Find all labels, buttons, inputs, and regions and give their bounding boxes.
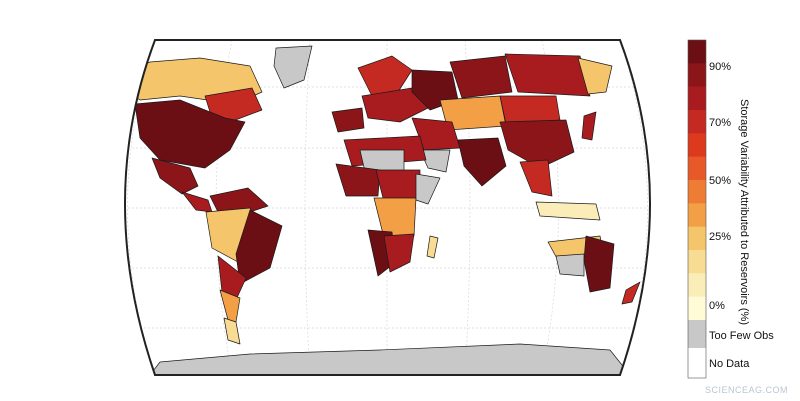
region-south-america-north: [209, 187, 269, 215]
region-central-europe: [361, 87, 429, 123]
legend-color-swatch: [688, 273, 706, 297]
legend-color-swatch: [688, 40, 706, 64]
region-new-zealand: [621, 281, 641, 305]
legend-tick-70: 70%: [709, 117, 732, 129]
region-far-east: [577, 57, 613, 95]
region-arabia: [419, 149, 451, 173]
legend-color-swatch: [688, 133, 706, 157]
region-siberia-west: [449, 55, 513, 99]
region-greenland: [273, 45, 313, 89]
region-horn-of-africa: [415, 173, 441, 205]
region-northern-europe: [357, 55, 413, 97]
region-central-africa: [375, 169, 421, 203]
legend-tick-50: 50%: [709, 175, 732, 187]
legend-no-data-label: No Data: [709, 358, 750, 370]
legend-title: Storage Variability Attributed to Reserv…: [738, 99, 750, 325]
region-south-asia: [457, 137, 507, 187]
region-alaska: [125, 69, 139, 105]
legend-color-swatch: [688, 296, 706, 321]
legend-no-data-swatch: [688, 348, 706, 378]
legend-too-few-obs-swatch: [688, 320, 706, 348]
legend-color-swatch: [688, 156, 706, 181]
region-japan: [581, 111, 597, 141]
region-china: [499, 119, 575, 169]
legend-color-swatch: [688, 250, 706, 274]
region-mexico: [151, 157, 199, 195]
region-southeast-asia: [519, 159, 553, 197]
legend-color-swatch: [688, 86, 706, 111]
legend-color-swatch: [688, 226, 706, 251]
legend-colorbar: [687, 39, 707, 379]
legend-tick-0: 0%: [709, 300, 725, 312]
legend-colorbar-outline: [687, 39, 707, 379]
region-siberia-east: [504, 53, 591, 97]
region-madagascar: [426, 235, 439, 259]
region-antarctica: [149, 343, 631, 375]
region-brazil-east: [235, 209, 283, 285]
legend-color-swatch: [688, 203, 706, 227]
legend-tick-90: 90%: [709, 61, 732, 73]
region-canada-east: [204, 87, 263, 123]
region-indonesia: [535, 201, 601, 221]
region-mongolia: [499, 95, 561, 125]
legend-tick-25: 25%: [709, 231, 732, 243]
legend-too-few-obs-label: Too Few Obs: [709, 330, 774, 342]
region-patagonia: [223, 317, 241, 345]
legend-color-swatch: [688, 110, 706, 134]
region-west-africa: [335, 163, 381, 197]
map-outline: [124, 39, 651, 376]
legend-color-swatch: [688, 180, 706, 204]
watermark: SCIENCEAG.COM: [704, 385, 788, 395]
legend-color-swatch: [688, 63, 706, 87]
region-southern-africa: [383, 233, 415, 273]
region-australia-east: [583, 235, 615, 293]
region-iberia: [331, 107, 365, 133]
region-usa: [134, 99, 246, 169]
region-australia-interior: [555, 253, 585, 277]
